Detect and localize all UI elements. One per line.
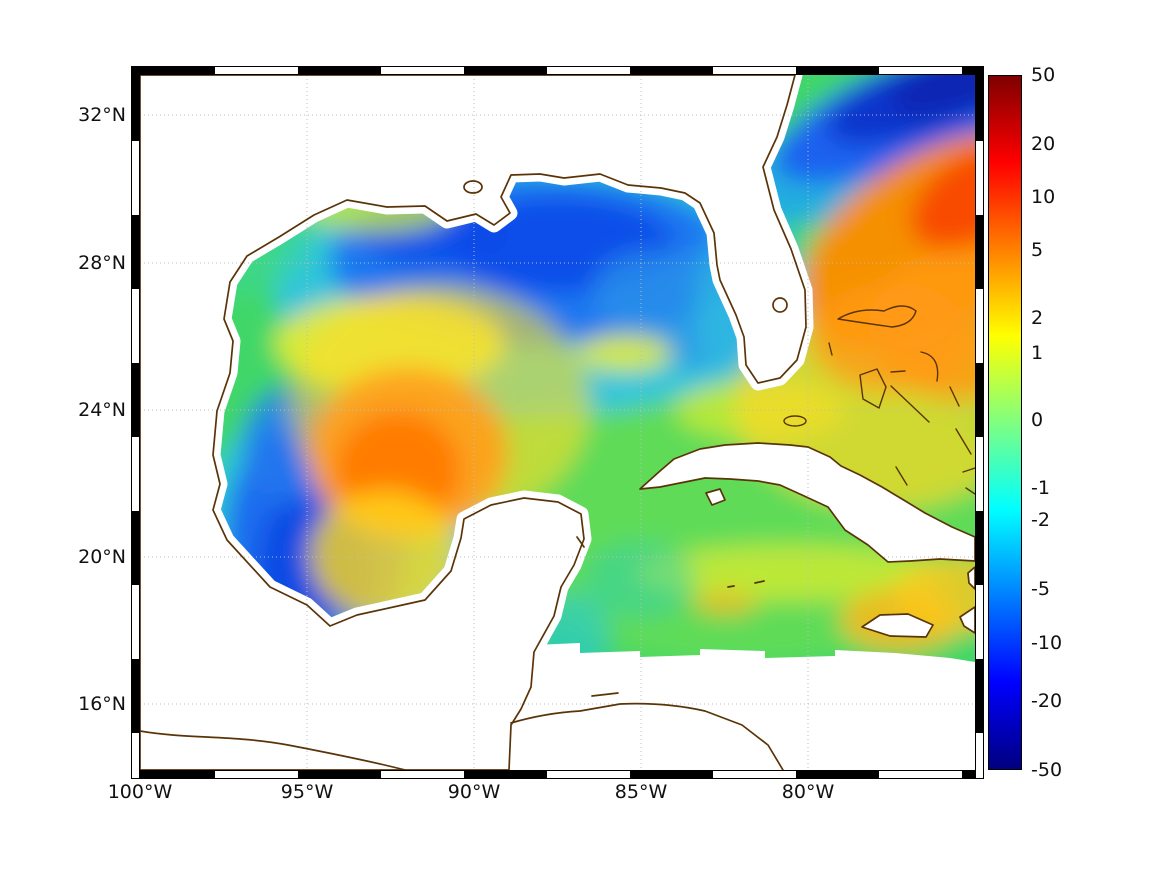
lat-tick-label: 16°N [78, 693, 126, 715]
lat-tick-label: 28°N [78, 252, 126, 274]
colorbar-tick-label: 5 [1031, 239, 1044, 261]
colorbar-tick-label: -5 [1031, 578, 1050, 600]
lon-tick-label: 80°W [781, 781, 835, 803]
colorbar-tick-label: 50 [1031, 64, 1056, 86]
anomaly-field [140, 75, 975, 770]
colorbar-tick-label: 10 [1031, 186, 1056, 208]
map-frame-top [131, 66, 984, 75]
caribbean-data-cutoff-mask [509, 643, 975, 770]
lon-tick-label: 85°W [614, 781, 668, 803]
lon-tick-label: 95°W [280, 781, 334, 803]
colorbar-tick-label: 1 [1031, 342, 1044, 364]
cozumel-island [576, 536, 585, 548]
roatan-island [591, 692, 619, 697]
island-fill [640, 443, 975, 637]
cayman-islands [727, 580, 765, 588]
bahamas-banks [783, 305, 975, 495]
colorbar-tick-label: 2 [1031, 307, 1044, 329]
colorbar-tick-label: -20 [1031, 690, 1063, 712]
colorbar-tick-label: -10 [1031, 632, 1063, 654]
lake-pontchartrain [463, 180, 483, 194]
lat-tick-label: 20°N [78, 546, 126, 568]
lon-tick-label: 100°W [107, 781, 173, 803]
colorbar-tick-label: -50 [1031, 759, 1063, 781]
coastlines [140, 75, 975, 770]
lake-okeechobee [772, 297, 788, 313]
colorbar-tick-label: -1 [1031, 477, 1050, 499]
map-frame-bottom [131, 770, 984, 779]
lat-tick-label: 24°N [78, 399, 126, 421]
pacific-coast [140, 730, 406, 770]
colorbar-tick-label: -2 [1031, 509, 1050, 531]
map-frame-left [131, 66, 140, 779]
map-frame-right [975, 66, 984, 779]
map-plot [140, 75, 975, 770]
colorbar-tick-label: 20 [1031, 133, 1056, 155]
lat-tick-label: 32°N [78, 104, 126, 126]
honduras-coast [510, 702, 784, 770]
colorbar [988, 75, 1022, 770]
lon-tick-label: 90°W [447, 781, 501, 803]
colorbar-tick-label: 0 [1031, 409, 1044, 431]
